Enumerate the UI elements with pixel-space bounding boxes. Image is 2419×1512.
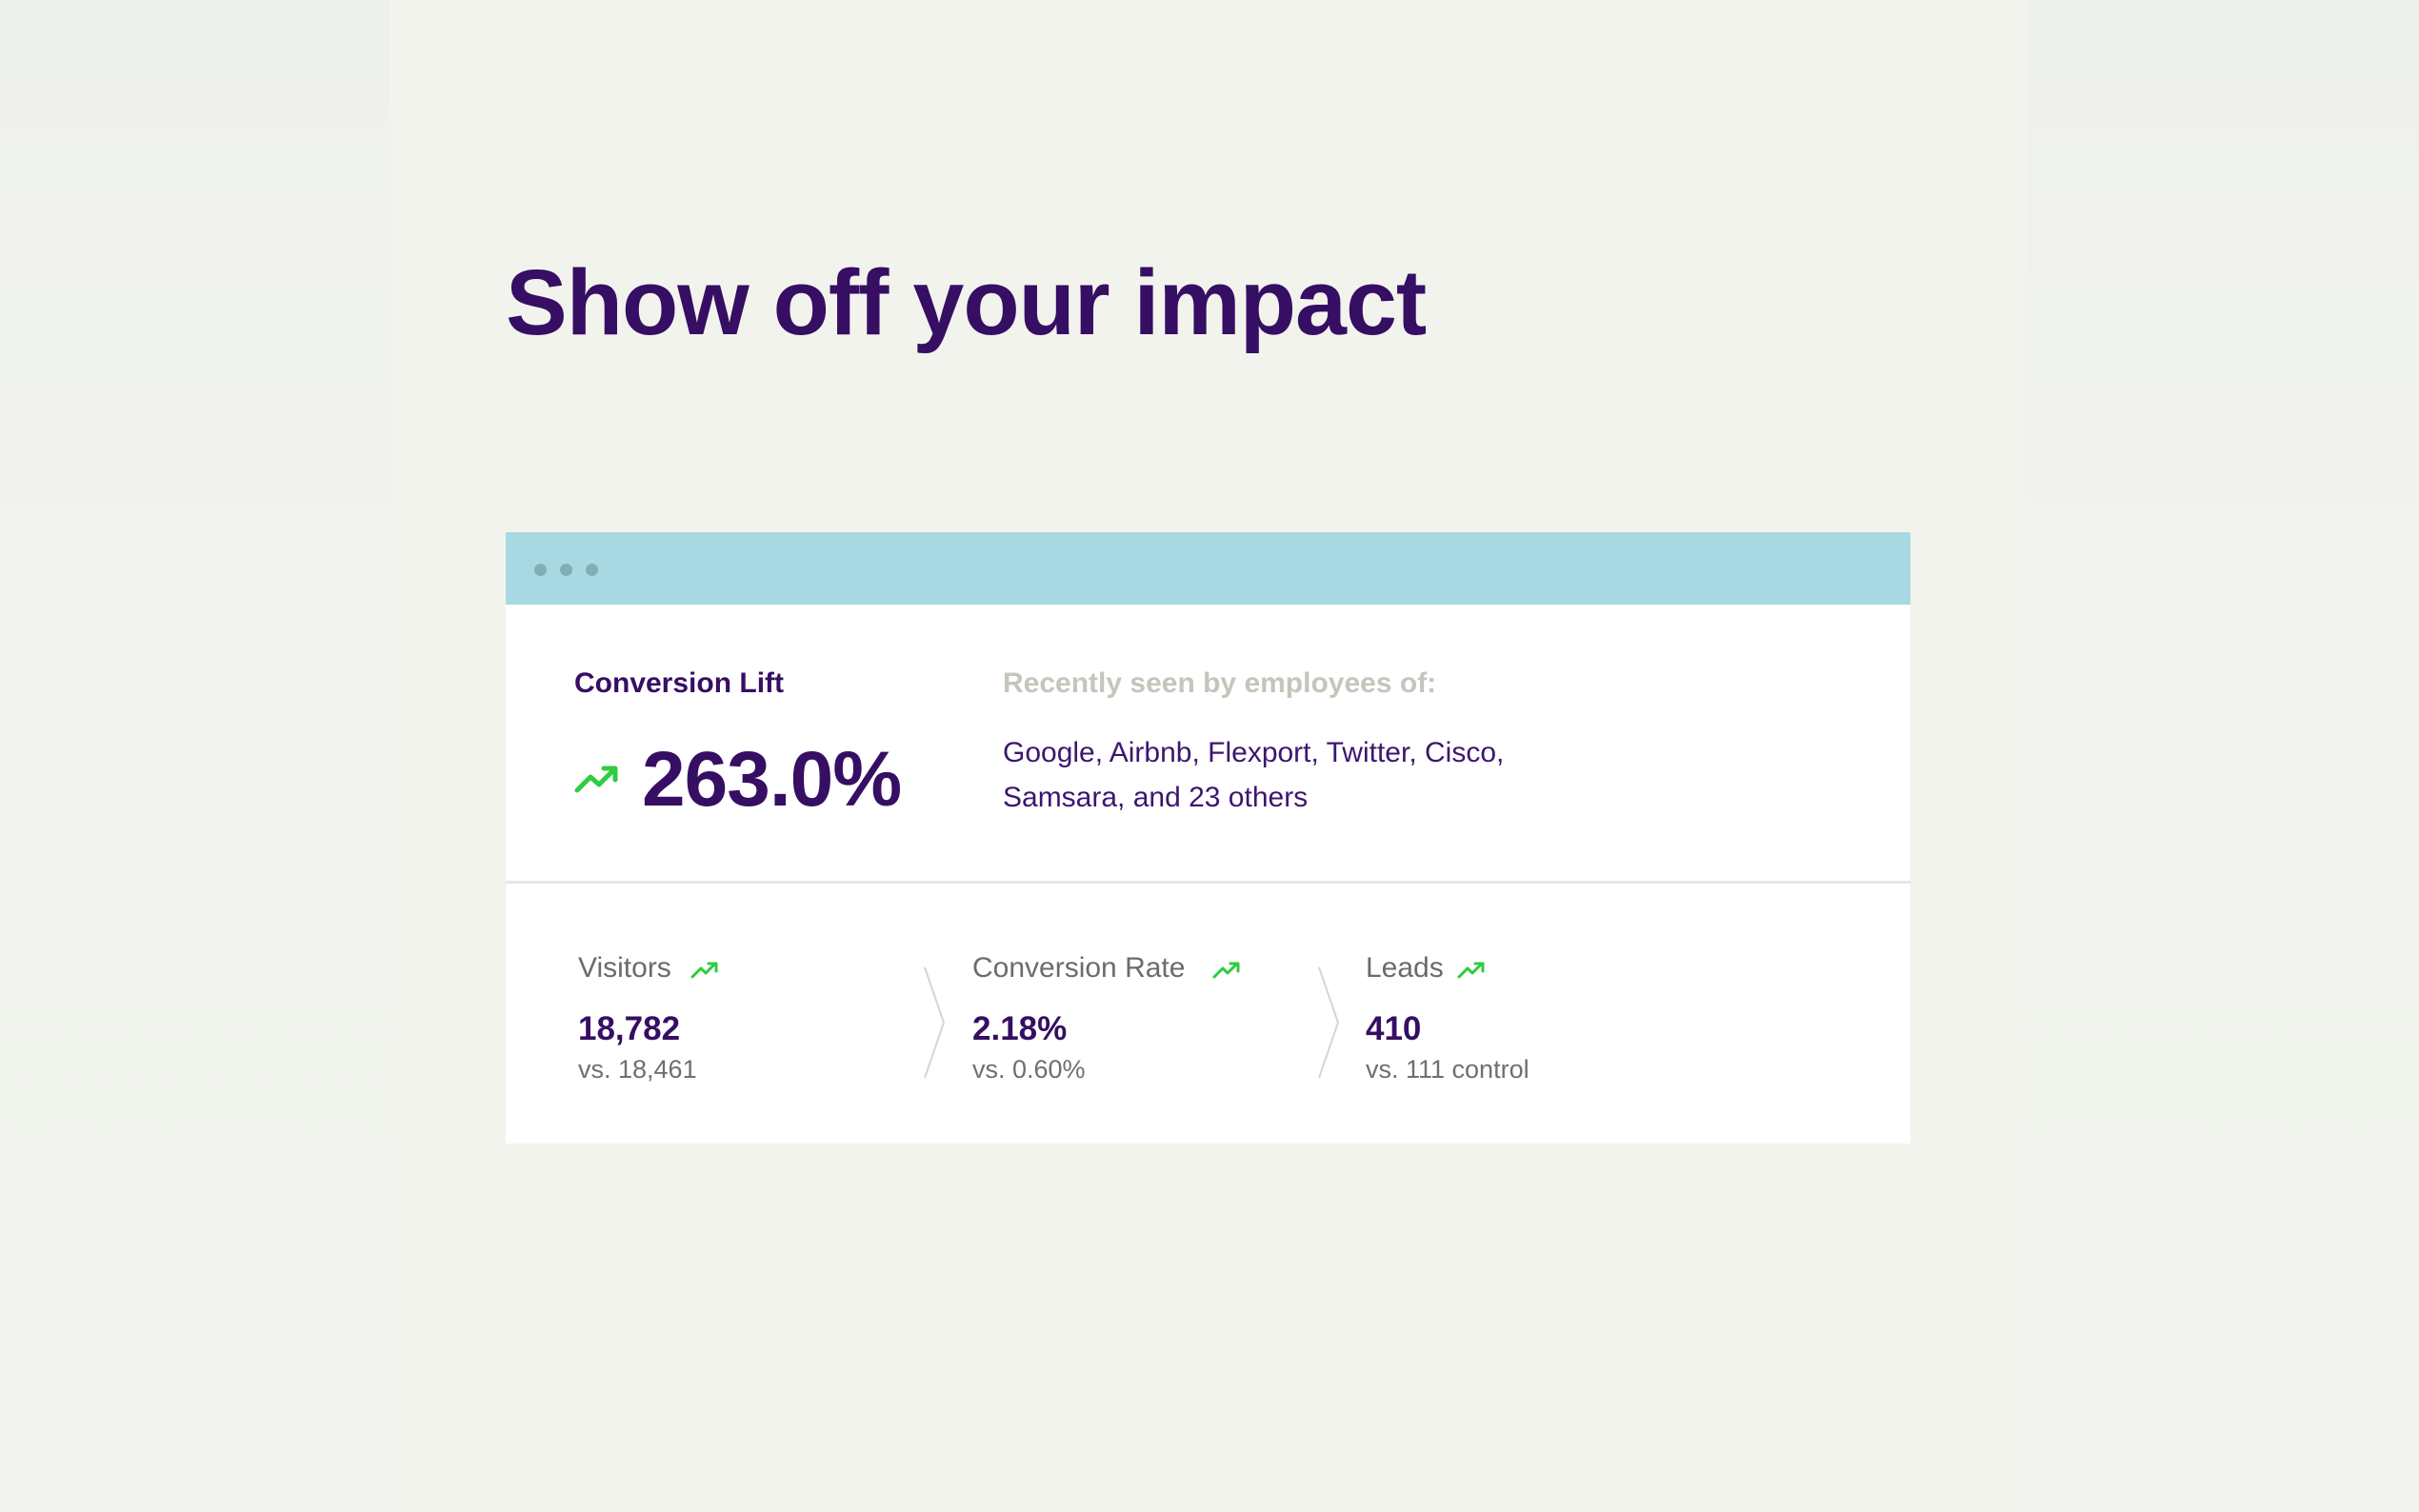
metric-comparison: vs. 18,461: [578, 1055, 697, 1084]
metric-value: 18,782: [578, 1010, 681, 1047]
stats-card: Conversion Lift 263.0% Recently seen by …: [506, 532, 1910, 1144]
conversion-lift-value: 263.0%: [642, 736, 902, 823]
trending-up-icon: [1457, 962, 1485, 979]
metric-value: 2.18%: [972, 1010, 1068, 1047]
page-headline: Show off your impact: [506, 250, 1427, 354]
recently-seen-line: Samsara, and 23 others: [1003, 782, 1309, 813]
metric-comparison: vs. 0.60%: [972, 1055, 1086, 1084]
trending-up-icon: [574, 766, 618, 793]
window-dot: [586, 564, 598, 576]
metric-value: 410: [1366, 1010, 1422, 1047]
metric-label: Leads: [1366, 952, 1444, 984]
window-dot: [534, 564, 547, 576]
chevron-right-icon: [1318, 966, 1340, 1079]
metric-label: Conversion Rate: [972, 952, 1186, 984]
section-divider: [506, 881, 1910, 884]
chevron-right-icon: [924, 966, 946, 1079]
recently-seen-line: Google, Airbnb, Flexport, Twitter, Cisco…: [1003, 737, 1505, 768]
left-backdrop: [0, 0, 390, 1512]
window-dot: [560, 564, 572, 576]
recently-seen-label: Recently seen by employees of:: [1003, 667, 1437, 699]
metric-label: Visitors: [578, 952, 671, 984]
window-titlebar: [506, 532, 1910, 605]
conversion-lift-label: Conversion Lift: [574, 667, 785, 699]
trending-up-icon: [690, 962, 718, 979]
trending-up-icon: [1212, 962, 1240, 979]
right-backdrop: [2027, 0, 2419, 1512]
recently-seen-companies: Google, Airbnb, Flexport, Twitter, Cisco…: [1003, 730, 1593, 820]
metric-comparison: vs. 111 control: [1366, 1055, 1529, 1084]
